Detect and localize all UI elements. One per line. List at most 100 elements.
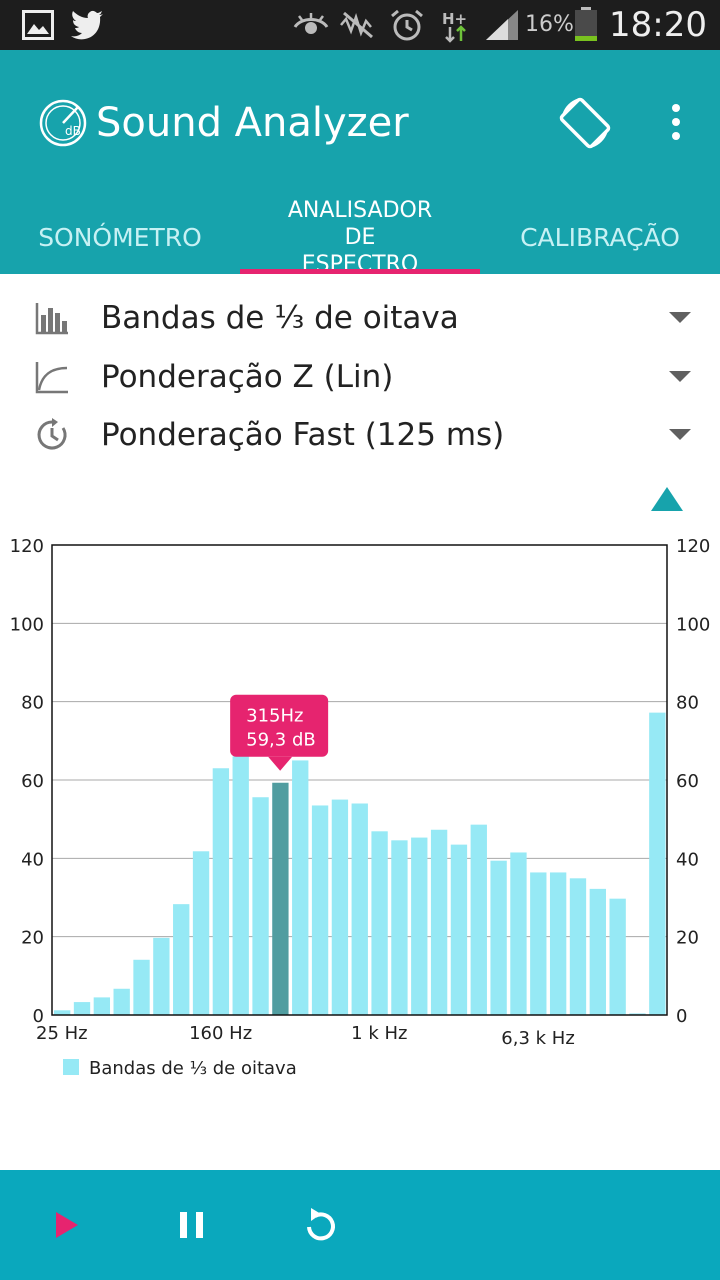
dropdown-arrow-icon bbox=[669, 312, 691, 323]
weighting-selector[interactable]: Ponderação Z (Lin) bbox=[0, 348, 720, 406]
playback-controls bbox=[0, 1170, 720, 1280]
spectrum-bar bbox=[54, 1010, 71, 1015]
y-tick-label-right: 120 bbox=[676, 536, 710, 557]
spectrum-bar bbox=[530, 872, 547, 1015]
status-bar: H+ 16% 18:20 bbox=[0, 0, 720, 50]
y-tick-label-right: 0 bbox=[676, 1006, 687, 1027]
data-arrows-icon bbox=[444, 24, 468, 44]
spectrum-bar bbox=[93, 997, 111, 1015]
spectrum-bar bbox=[331, 799, 349, 1015]
spectrum-bar bbox=[569, 878, 587, 1015]
tab-analisador-espectro[interactable]: ANALISADOR DE ESPECTRO bbox=[287, 197, 433, 277]
spectrum-bar bbox=[351, 803, 368, 1015]
bands-label: Bandas de ⅓ de oitava bbox=[101, 300, 459, 336]
alarm-icon bbox=[389, 8, 425, 42]
spectrum-bar bbox=[510, 852, 527, 1015]
spectrum-bar bbox=[609, 898, 626, 1015]
y-tick-label-left: 100 bbox=[10, 614, 44, 635]
spectrum-bar bbox=[470, 824, 487, 1015]
pause-icon bbox=[180, 1212, 203, 1238]
dropdown-arrow-icon bbox=[669, 429, 691, 440]
reset-icon bbox=[307, 1208, 335, 1241]
signal-icon bbox=[484, 8, 520, 42]
tab-calibracao[interactable]: CALIBRAÇÃO bbox=[520, 222, 680, 252]
battery-percent: 16% bbox=[525, 12, 574, 37]
spectrum-bar bbox=[629, 1013, 646, 1015]
y-tick-label-right: 20 bbox=[676, 928, 699, 949]
spectrum-bar bbox=[192, 851, 210, 1015]
y-tick-label-left: 120 bbox=[10, 536, 44, 557]
x-tick-label: 25 Hz bbox=[36, 1023, 88, 1044]
spectrum-bar bbox=[649, 712, 666, 1015]
spectrum-bar bbox=[589, 888, 606, 1015]
spectrum-bar bbox=[490, 860, 507, 1015]
y-tick-label-left: 60 bbox=[21, 771, 44, 792]
gallery-icon bbox=[22, 8, 54, 42]
spectrum-bar bbox=[292, 760, 309, 1015]
history-icon bbox=[34, 418, 70, 452]
dropdown-arrow-icon bbox=[669, 371, 691, 382]
app-title: Sound Analyzer bbox=[96, 100, 409, 146]
plot-frame bbox=[51, 544, 668, 1016]
spectrum-chart: 0 0 20 20 40 40 60 60 80 80 100 100 120 120 25 Hz 160 H… bbox=[0, 480, 720, 1100]
tooltip-frequency: 315Hz bbox=[246, 706, 303, 727]
app-bar: dB Sound Analyzer SONÓMETRO ANALISADOR D… bbox=[0, 50, 720, 277]
spectrum-bar bbox=[73, 1002, 91, 1015]
spectrum-bar bbox=[411, 837, 428, 1015]
collapse-options-icon[interactable] bbox=[648, 484, 686, 514]
legend-swatch bbox=[63, 1059, 79, 1075]
y-tick-label-left: 80 bbox=[21, 693, 44, 714]
time-weighting-label: Ponderação Fast (125 ms) bbox=[101, 417, 505, 453]
spectrum-chart-svg: 0 0 20 20 40 40 60 60 80 80 100 100 120 120 25 Hz 160 H… bbox=[10, 536, 711, 1079]
no-signal-icon bbox=[338, 8, 378, 42]
spectrum-bar bbox=[371, 831, 388, 1015]
play-icon bbox=[56, 1212, 78, 1238]
bands-selector[interactable]: Bandas de ⅓ de oitava bbox=[0, 289, 720, 347]
spectrum-bar bbox=[450, 844, 468, 1015]
x-tick-label: 160 Hz bbox=[189, 1023, 252, 1044]
spectrum-bar bbox=[391, 840, 408, 1015]
spectrum-bar bbox=[133, 959, 150, 1015]
time-weighting-selector[interactable]: Ponderação Fast (125 ms) bbox=[0, 406, 720, 464]
spectrum-bar bbox=[153, 937, 170, 1015]
app-logo-icon: dB bbox=[38, 98, 88, 148]
y-tick-label-left: 20 bbox=[21, 928, 44, 949]
x-tick-label: 6,3 k Hz bbox=[501, 1028, 574, 1049]
spectrum-bar bbox=[311, 805, 329, 1015]
spectrum-bar bbox=[232, 756, 249, 1015]
tooltip-level: 59,3 dB bbox=[246, 730, 316, 751]
eye-icon bbox=[293, 8, 329, 42]
spectrum-bar bbox=[212, 768, 230, 1015]
tooltip-pointer bbox=[268, 756, 293, 771]
tooltip-box bbox=[230, 694, 329, 757]
y-tick-label-right: 80 bbox=[676, 693, 699, 714]
clock: 18:20 bbox=[609, 5, 707, 45]
x-tick-label: 1 k Hz bbox=[351, 1023, 407, 1044]
spectrum-bar bbox=[173, 904, 190, 1015]
screen-rotation-icon[interactable] bbox=[556, 94, 614, 152]
twitter-icon bbox=[70, 8, 104, 42]
active-tab-indicator bbox=[240, 269, 480, 274]
spectrum-bar bbox=[430, 829, 448, 1015]
pause-button[interactable] bbox=[162, 1195, 222, 1255]
spectrum-bar bbox=[549, 872, 567, 1015]
y-tick-label-right: 60 bbox=[676, 771, 699, 792]
network-type: H+ bbox=[442, 10, 468, 28]
y-tick-label-right: 40 bbox=[676, 849, 699, 870]
svg-text:dB: dB bbox=[65, 124, 81, 138]
y-tick-label-left: 40 bbox=[21, 849, 44, 870]
spectrum-bar bbox=[113, 988, 130, 1015]
spectrum-bar bbox=[272, 782, 289, 1015]
weighting-curve-icon bbox=[34, 360, 70, 394]
legend-label: Bandas de ⅓ de oitava bbox=[89, 1058, 297, 1079]
battery-icon bbox=[574, 7, 598, 41]
reset-button[interactable] bbox=[290, 1195, 350, 1255]
overflow-menu-icon[interactable] bbox=[664, 102, 688, 142]
weighting-label: Ponderação Z (Lin) bbox=[101, 359, 394, 395]
tab-sonometro[interactable]: SONÓMETRO bbox=[38, 222, 202, 252]
bar-chart-icon bbox=[34, 301, 70, 335]
spectrum-bar bbox=[252, 797, 269, 1015]
y-tick-label-left: 0 bbox=[33, 1006, 44, 1027]
play-button[interactable] bbox=[36, 1195, 96, 1255]
y-tick-label-right: 100 bbox=[676, 614, 710, 635]
